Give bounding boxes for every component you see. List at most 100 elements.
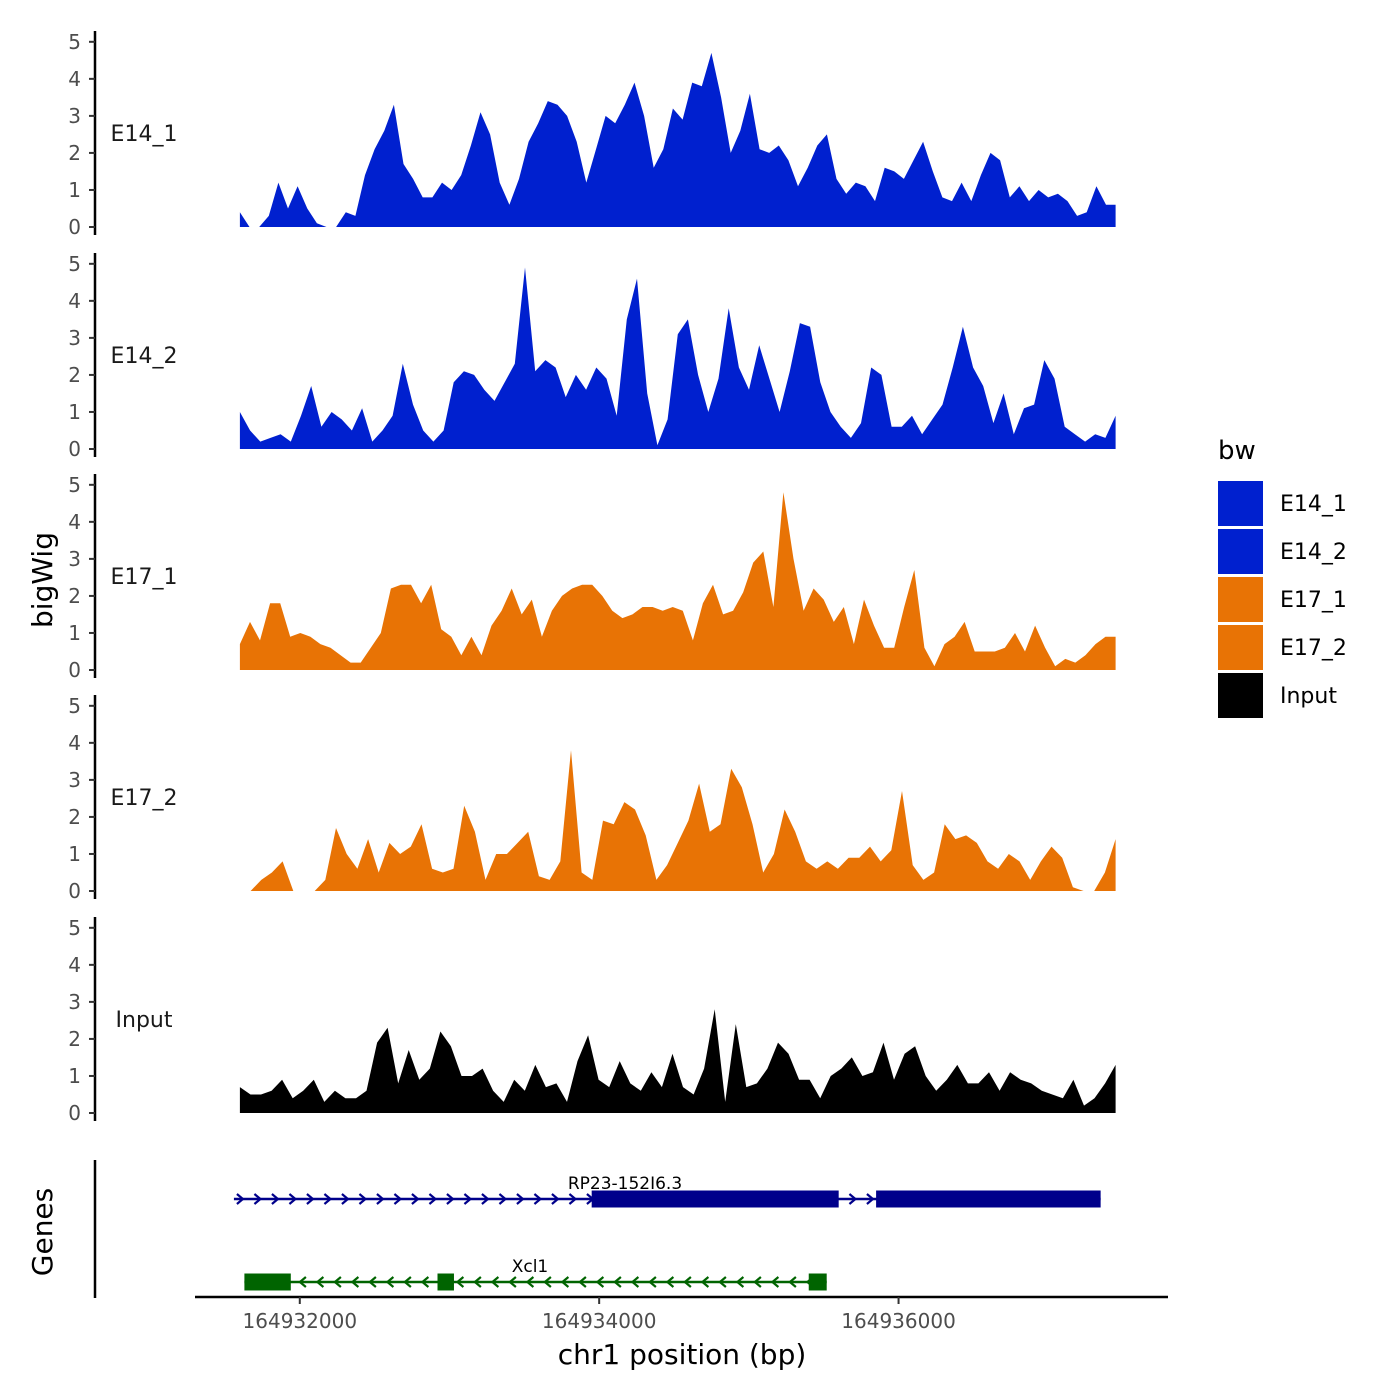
strand-chevron: [376, 1193, 385, 1205]
signal-area-E17_1: [239, 492, 1116, 670]
gene-exon: [244, 1273, 291, 1291]
strand-chevron: [648, 1276, 657, 1288]
strand-chevron: [298, 1276, 307, 1288]
track-label: E17_2: [111, 786, 178, 811]
track-E17_2: 0 1 2 3 4 5 E17_2: [68, 694, 1116, 903]
y-tick-label: 2: [68, 141, 81, 165]
y-tick-label: 3: [68, 768, 81, 792]
signal-area-E14_1: [239, 52, 1116, 228]
x-tick-label: 164932000: [243, 1309, 358, 1333]
y-tick-label: 0: [68, 437, 81, 461]
strand-chevron: [350, 1276, 360, 1288]
strand-chevron: [411, 1193, 420, 1205]
strand-chevron: [271, 1193, 280, 1205]
genes-axis-title: Genes: [26, 1188, 59, 1276]
legend-label-E17_2: E17_2: [1280, 636, 1347, 661]
y-tick-label: 5: [68, 30, 81, 54]
legend-swatch-E14_1: [1218, 481, 1263, 526]
strand-chevron: [770, 1276, 780, 1288]
strand-chevron: [848, 1193, 858, 1205]
legend-swatch-E14_2: [1218, 529, 1263, 574]
legend-label-E17_1: E17_1: [1280, 588, 1347, 613]
strand-chevron: [428, 1193, 438, 1205]
strand-chevron: [630, 1276, 640, 1288]
y-tick-label: 2: [68, 1027, 81, 1051]
strand-chevron: [613, 1276, 622, 1288]
strand-chevron: [718, 1276, 727, 1288]
y-tick-label: 1: [68, 1064, 81, 1088]
legend-label-Input: Input: [1280, 684, 1337, 709]
y-tick-label: 3: [68, 547, 81, 571]
track-label: Input: [116, 1008, 173, 1033]
strand-chevron: [306, 1193, 315, 1205]
strand-chevron: [481, 1193, 490, 1205]
signal-tracks: 0 1 2 3 4 5 E14_1 0 1 2 3 4 5 E14_2 0 1 2 3 4 5 E17_1 0 1 2 3 4 5 E…: [68, 30, 1116, 1125]
x-axis: 164932000 164934000 164936000: [195, 1295, 1168, 1333]
strand-chevron: [315, 1276, 325, 1288]
strand-chevron: [490, 1276, 500, 1288]
strand-chevron: [525, 1276, 535, 1288]
strand-chevron: [866, 1193, 875, 1205]
legend-label-E14_2: E14_2: [1280, 540, 1347, 565]
strand-chevron: [420, 1276, 430, 1288]
y-tick-label: 4: [68, 67, 81, 91]
y-tick-label: 0: [68, 658, 81, 682]
strand-chevron: [595, 1276, 605, 1288]
gene-label: RP23-152I6.3: [568, 1174, 682, 1194]
y-tick-label: 1: [68, 178, 81, 202]
legend-swatch-E17_2: [1218, 625, 1263, 670]
strand-chevron: [560, 1276, 570, 1288]
y-tick-label: 5: [68, 694, 81, 718]
legend-swatch-Input: [1218, 673, 1263, 718]
y-axis-title: bigWig: [26, 532, 59, 628]
gene-exon: [808, 1273, 827, 1291]
y-tick-label: 0: [68, 215, 81, 239]
signal-area-Input: [239, 1009, 1116, 1113]
y-tick-label: 1: [68, 621, 81, 645]
strand-chevron: [236, 1193, 245, 1205]
y-tick-label: 3: [68, 104, 81, 128]
strand-chevron: [683, 1276, 692, 1288]
y-tick-label: 3: [68, 990, 81, 1014]
gene-exon: [876, 1190, 1101, 1208]
track-label: E14_1: [111, 122, 178, 147]
y-tick-label: 4: [68, 953, 81, 977]
strand-chevron: [288, 1193, 298, 1205]
strand-chevron: [385, 1276, 395, 1288]
strand-chevron: [473, 1276, 482, 1288]
x-tick-label: 164936000: [841, 1309, 956, 1333]
strand-chevron: [533, 1193, 543, 1205]
strand-chevron: [516, 1193, 525, 1205]
y-tick-label: 1: [68, 400, 81, 424]
legend: E14_1 E14_2 E17_1 E17_2 Input: [1218, 481, 1347, 718]
legend-label-E14_1: E14_1: [1280, 492, 1347, 517]
signal-area-E14_2: [239, 267, 1116, 449]
strand-chevron: [498, 1193, 508, 1205]
strand-chevron: [323, 1193, 333, 1205]
gene-exon: [437, 1273, 454, 1291]
strand-chevron: [455, 1276, 465, 1288]
strand-chevron: [403, 1276, 412, 1288]
track-E14_2: 0 1 2 3 4 5 E14_2: [68, 252, 1116, 461]
y-tick-label: 4: [68, 289, 81, 313]
y-tick-label: 0: [68, 879, 81, 903]
track-Input: 0 1 2 3 4 5 Input: [68, 916, 1116, 1125]
strand-chevron: [463, 1193, 473, 1205]
strand-chevron: [551, 1193, 560, 1205]
strand-chevron: [508, 1276, 517, 1288]
y-tick-label: 3: [68, 326, 81, 350]
strand-chevron: [788, 1276, 797, 1288]
y-tick-label: 5: [68, 473, 81, 497]
strand-chevron: [753, 1276, 762, 1288]
strand-chevron: [393, 1193, 403, 1205]
gene-label: Xcl1: [512, 1257, 549, 1277]
strand-chevron: [543, 1276, 552, 1288]
genes-panel: RP23-152I6.3 Xcl1: [93, 1160, 1101, 1298]
x-axis-title: chr1 position (bp): [558, 1338, 807, 1371]
track-E14_1: 0 1 2 3 4 5 E14_1: [68, 30, 1116, 239]
strand-chevron: [341, 1193, 350, 1205]
gene-RP23-152I6.3: RP23-152I6.3: [233, 1174, 1101, 1208]
strand-chevron: [735, 1276, 745, 1288]
gene-exon: [591, 1190, 839, 1208]
